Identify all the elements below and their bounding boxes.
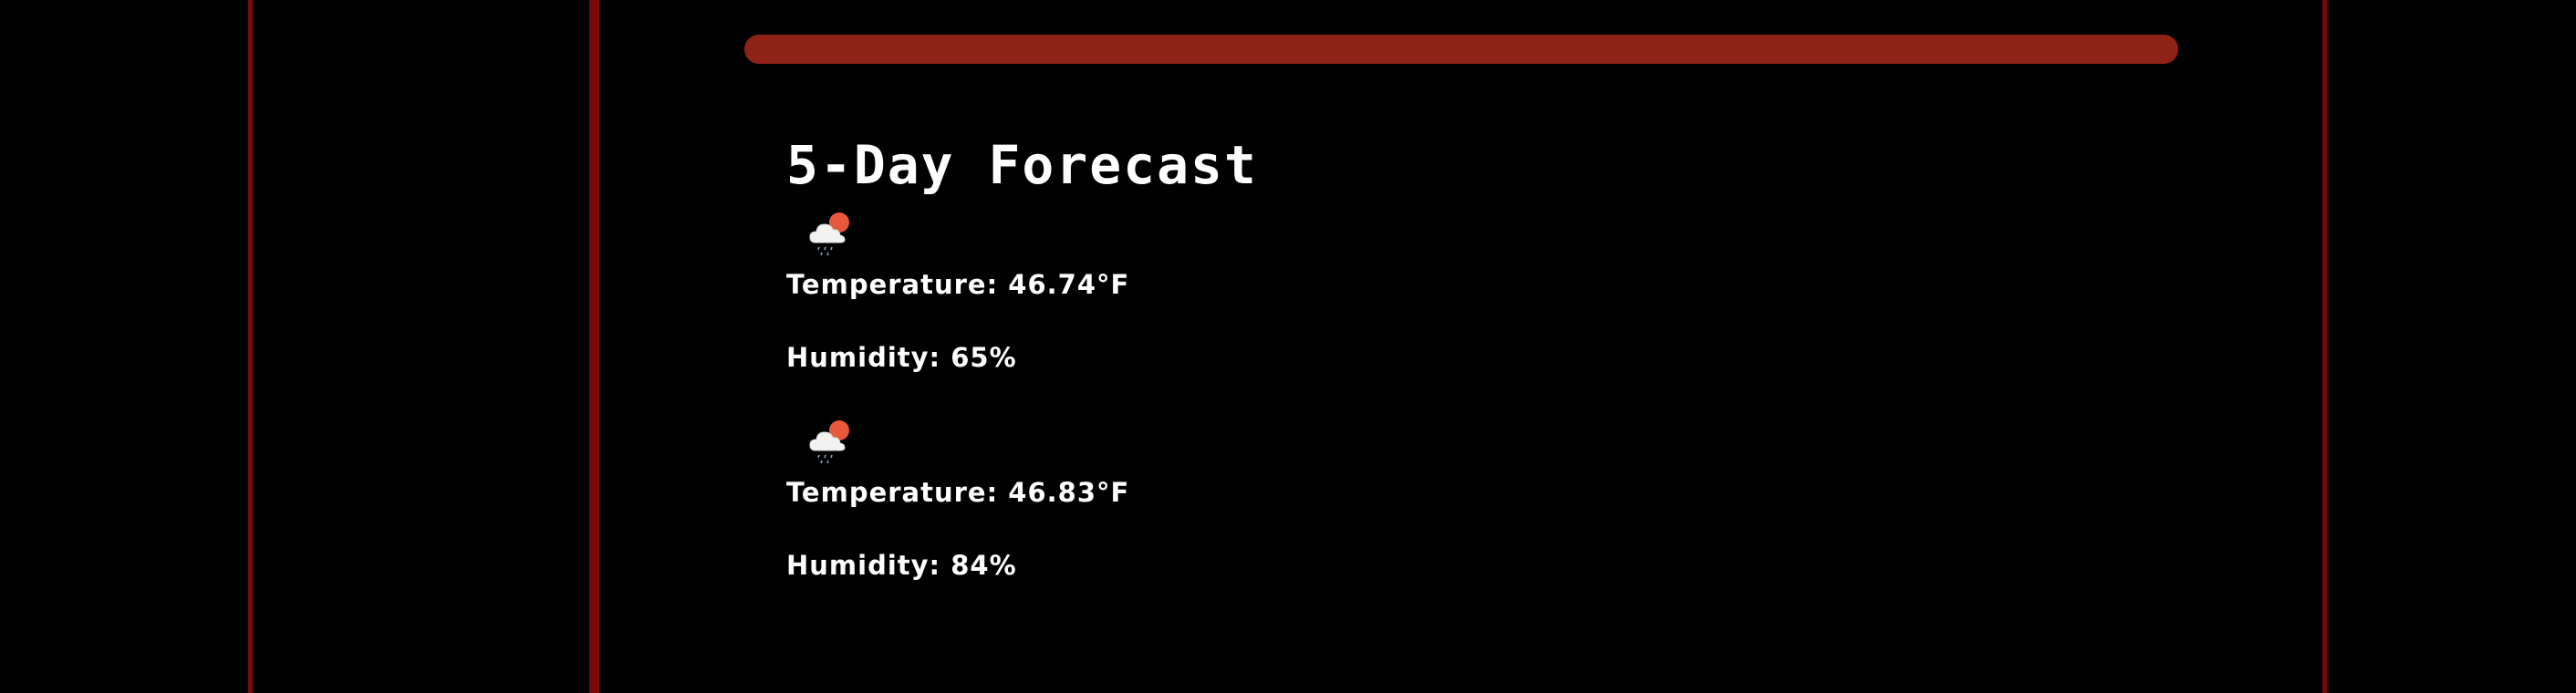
forecast-title: 5-Day Forecast	[786, 134, 1258, 196]
humidity-label: Humidity: 84%	[786, 550, 1017, 581]
cloud-sun-rain-icon	[809, 420, 849, 464]
humidity-label: Humidity: 65%	[786, 342, 1017, 373]
temperature-label: Temperature: 46.83°F	[786, 477, 1130, 508]
forecast-day: Temperature: 46.83°F Humidity: 84%	[786, 414, 2063, 582]
top-accent-bar	[744, 35, 2178, 64]
forecast-section: 5-Day Forecast Temperature: 46.74°F Humi…	[786, 133, 2063, 582]
forecast-day: Temperature: 46.74°F Humidity: 65%	[786, 206, 2063, 374]
content-border-line	[589, 0, 599, 693]
left-border-line	[248, 0, 253, 693]
right-border-line	[2322, 0, 2327, 693]
temperature-label: Temperature: 46.74°F	[786, 269, 1130, 300]
cloud-sun-rain-icon	[809, 212, 849, 256]
